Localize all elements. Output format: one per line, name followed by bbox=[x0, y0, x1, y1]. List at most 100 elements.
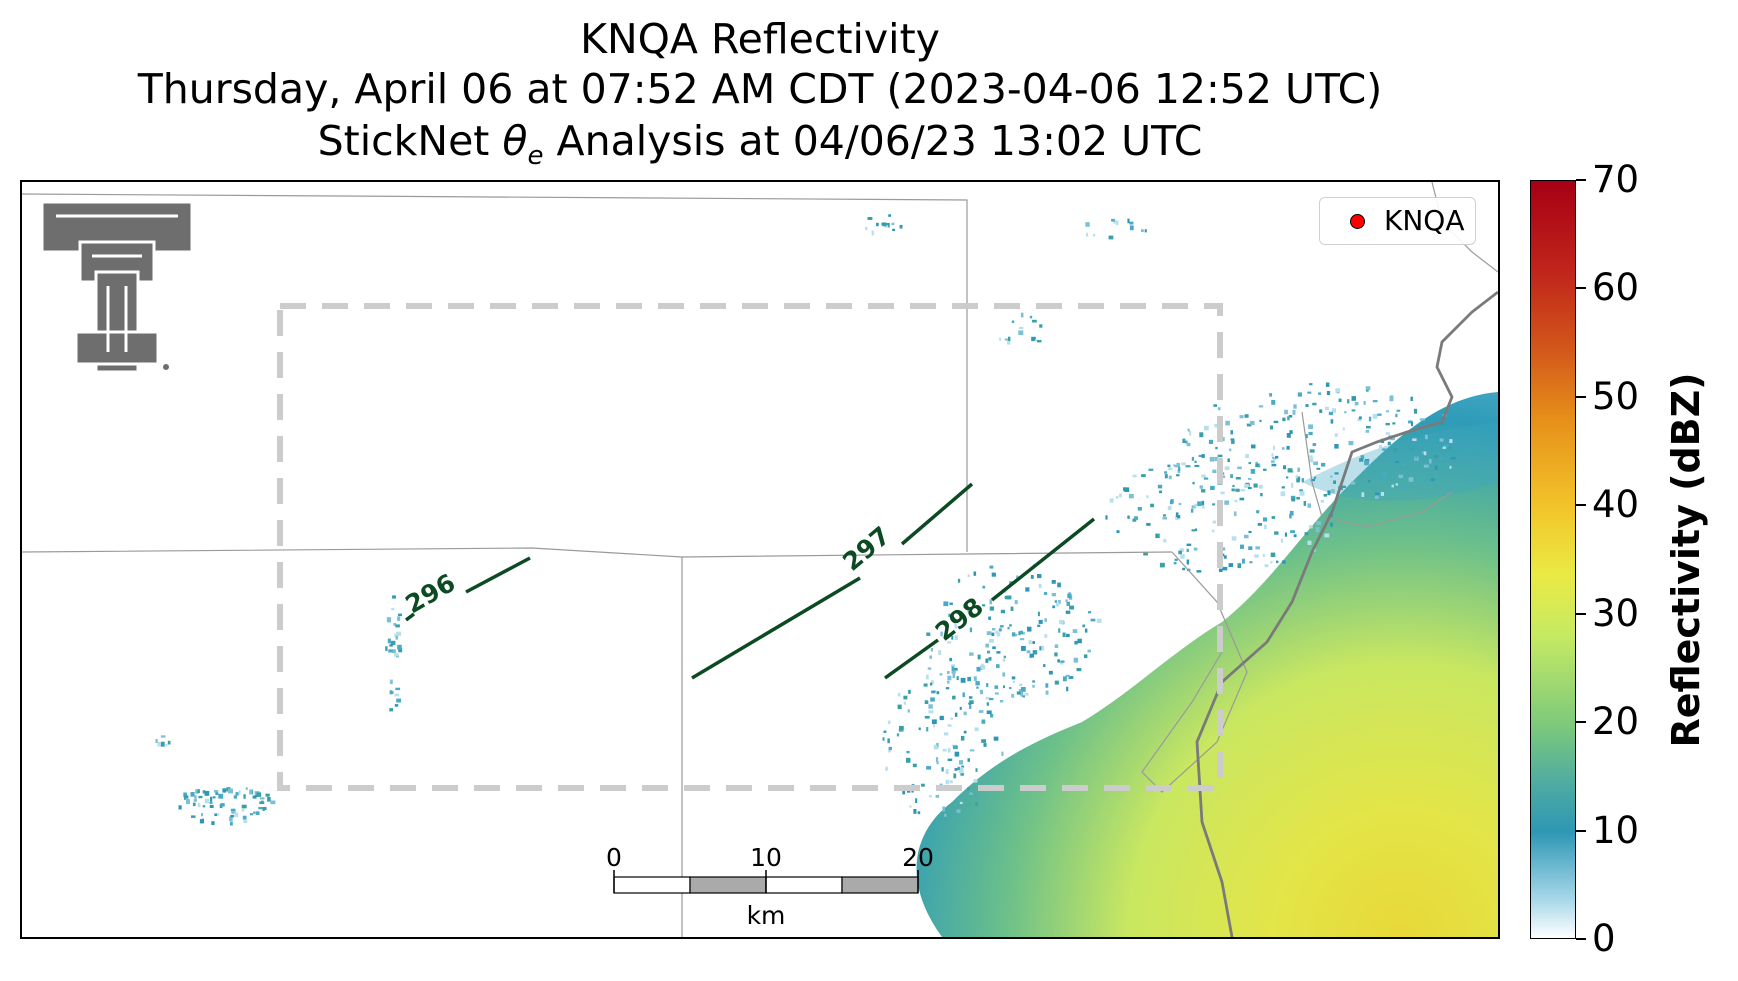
echo-speck bbox=[1419, 418, 1425, 421]
county-line-northeast bbox=[1301, 411, 1453, 528]
echo-speck bbox=[959, 760, 964, 765]
echo-speck bbox=[1334, 472, 1339, 475]
echo-speck bbox=[1408, 420, 1413, 424]
echo-speck bbox=[942, 806, 945, 812]
echo-speck bbox=[1231, 488, 1235, 492]
echo-speck bbox=[1296, 476, 1301, 481]
echo-speck bbox=[999, 700, 1004, 703]
echo-speck bbox=[387, 619, 391, 623]
echo-speck bbox=[1191, 529, 1196, 532]
echo-speck bbox=[1251, 444, 1256, 449]
echo-speck bbox=[222, 788, 227, 793]
echo-speck bbox=[1073, 657, 1079, 663]
echo-speck bbox=[1230, 438, 1235, 441]
echo-speck bbox=[1218, 568, 1223, 572]
echo-speck bbox=[398, 647, 403, 653]
echo-speck bbox=[975, 795, 979, 798]
echo-speck bbox=[1192, 481, 1195, 485]
echo-speck bbox=[397, 616, 401, 621]
echo-speck bbox=[986, 683, 989, 687]
echo-speck bbox=[911, 789, 914, 793]
echo-speck bbox=[1072, 629, 1078, 633]
colorbar-tick-20 bbox=[1576, 721, 1586, 724]
echo-speck bbox=[1203, 477, 1209, 480]
echo-speck bbox=[1007, 626, 1010, 630]
echo-speck bbox=[1191, 505, 1196, 509]
echo-speck bbox=[262, 807, 267, 810]
echo-speck bbox=[183, 792, 187, 797]
echo-speck bbox=[909, 805, 912, 808]
echo-speck bbox=[1410, 396, 1413, 401]
echo-speck bbox=[1287, 468, 1293, 473]
echo-speck bbox=[948, 613, 951, 617]
scale-seg-1 bbox=[613, 876, 691, 894]
colorbar-label-30: 30 bbox=[1592, 591, 1640, 635]
echo-speck bbox=[1313, 476, 1317, 480]
scale-seg-3 bbox=[765, 876, 843, 894]
echo-speck bbox=[1328, 411, 1333, 416]
echo-speck bbox=[1127, 218, 1130, 224]
echo-speck bbox=[959, 706, 962, 710]
colorbar-label-40: 40 bbox=[1592, 483, 1640, 527]
echo-speck bbox=[1249, 420, 1255, 425]
echo-speck bbox=[209, 801, 213, 804]
echo-speck bbox=[1163, 538, 1167, 543]
scale-bar: 0 10 20 km bbox=[606, 843, 934, 930]
echo-speck bbox=[1289, 430, 1293, 434]
echo-speck bbox=[1248, 546, 1253, 550]
echo-speck bbox=[940, 631, 943, 637]
echo-speck bbox=[981, 739, 987, 743]
echo-speck bbox=[1203, 425, 1209, 431]
echo-speck bbox=[252, 795, 257, 799]
echo-speck bbox=[1231, 536, 1237, 541]
echo-speck bbox=[395, 687, 401, 691]
echo-speck bbox=[1038, 619, 1043, 624]
echo-speck bbox=[1335, 388, 1340, 393]
echo-speck bbox=[1003, 655, 1006, 659]
colorbar-tick-40 bbox=[1576, 504, 1586, 507]
echo-speck bbox=[1045, 683, 1049, 688]
echo-speck bbox=[1244, 414, 1249, 418]
echo-speck bbox=[876, 222, 879, 227]
echo-speck bbox=[1301, 478, 1304, 483]
echo-speck bbox=[1088, 611, 1092, 614]
echo-speck bbox=[1412, 438, 1417, 441]
echo-speck bbox=[1026, 650, 1031, 654]
echo-speck bbox=[1013, 633, 1018, 637]
echo-speck bbox=[254, 794, 258, 797]
echo-speck bbox=[1231, 440, 1235, 444]
echo-speck bbox=[160, 741, 165, 747]
echo-speck bbox=[1143, 551, 1148, 556]
echo-speck bbox=[1365, 429, 1370, 433]
echo-speck bbox=[1304, 532, 1309, 536]
echo-speck bbox=[220, 803, 225, 807]
echo-speck bbox=[1442, 446, 1446, 449]
echo-speck bbox=[1018, 631, 1021, 636]
echo-speck bbox=[907, 709, 910, 713]
echo-speck bbox=[992, 646, 996, 650]
echo-speck bbox=[199, 819, 204, 824]
echo-speck bbox=[1027, 626, 1032, 632]
radar-map[interactable]: 296 297 298 0 10 20 km bbox=[20, 180, 1500, 939]
echo-speck bbox=[1307, 391, 1312, 394]
echo-speck bbox=[1132, 518, 1137, 522]
echo-speck bbox=[947, 758, 953, 761]
echo-speck bbox=[1212, 503, 1216, 506]
echo-speck bbox=[967, 676, 971, 682]
map-title: KNQA Reflectivity bbox=[580, 15, 940, 63]
echo-speck bbox=[1191, 456, 1194, 461]
echo-speck bbox=[1217, 454, 1223, 458]
echo-speck bbox=[1043, 592, 1048, 595]
echo-speck bbox=[1286, 445, 1290, 450]
echo-speck bbox=[1348, 440, 1354, 446]
echo-speck bbox=[954, 768, 958, 771]
map-canvas: 296 297 298 0 10 20 km bbox=[22, 182, 1498, 937]
echo-speck bbox=[1245, 454, 1249, 458]
echo-speck bbox=[204, 790, 210, 796]
echo-speck bbox=[938, 650, 942, 655]
echo-speck bbox=[1193, 547, 1198, 551]
echo-speck bbox=[228, 788, 233, 794]
echo-speck bbox=[1180, 554, 1185, 559]
echo-speck bbox=[1235, 477, 1241, 480]
echo-speck bbox=[267, 797, 271, 802]
